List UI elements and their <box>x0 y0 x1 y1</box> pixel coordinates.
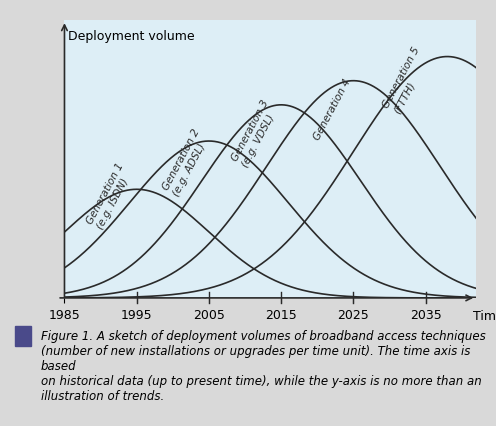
Text: Generation 4: Generation 4 <box>312 77 353 142</box>
Bar <box>15 326 31 346</box>
X-axis label: Time: Time <box>473 309 496 322</box>
Text: Generation 2
(e.g. ADSL): Generation 2 (e.g. ADSL) <box>161 127 212 197</box>
Text: Deployment volume: Deployment volume <box>68 30 195 43</box>
Text: Generation 1
(e.g. ISDN): Generation 1 (e.g. ISDN) <box>85 161 136 231</box>
Text: Generation 3
(e.g. VDSL): Generation 3 (e.g. VDSL) <box>230 98 281 168</box>
Text: Generation 5
(FTTH): Generation 5 (FTTH) <box>381 45 432 115</box>
Text: Figure 1. A sketch of deployment volumes of broadband access techniques
(number : Figure 1. A sketch of deployment volumes… <box>41 330 486 403</box>
